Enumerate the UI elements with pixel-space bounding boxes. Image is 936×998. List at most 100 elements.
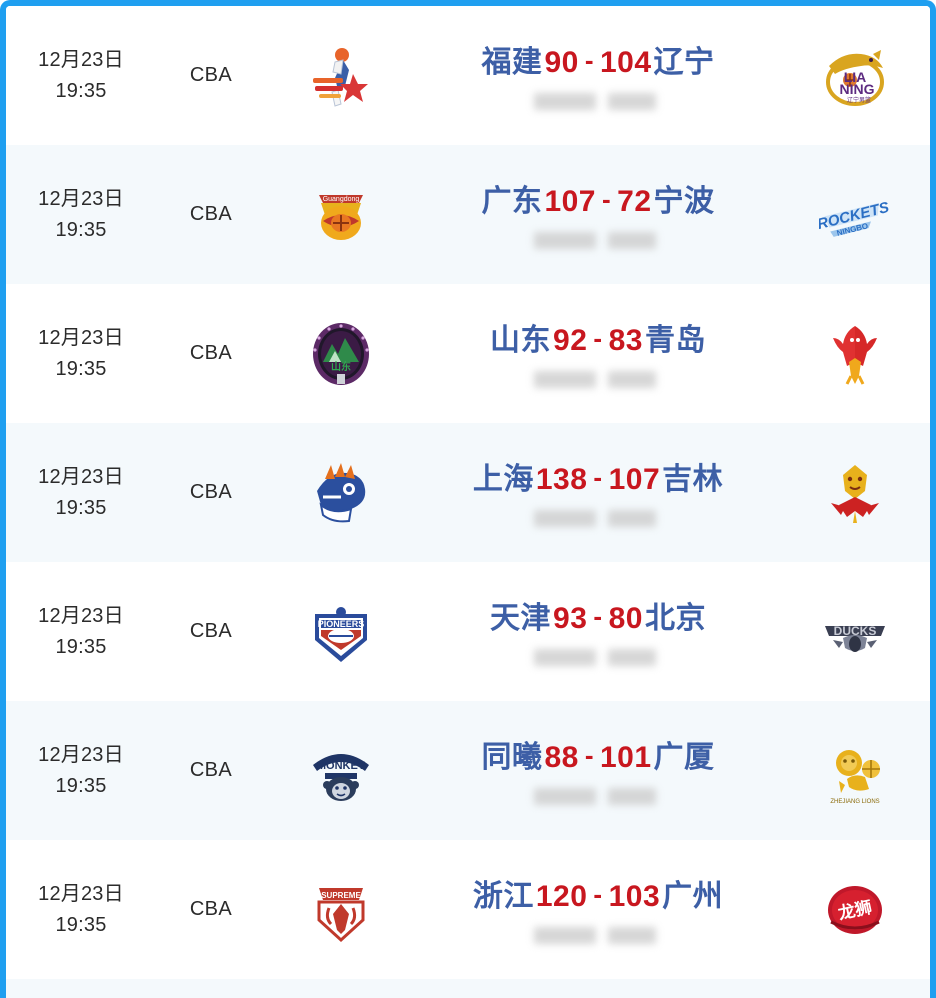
home-team-score: 88 <box>544 740 579 774</box>
away-team-logo-cell[interactable] <box>780 874 930 946</box>
score-line: 上海138-107吉林 <box>473 454 723 498</box>
home-team-logo-cell[interactable] <box>266 735 416 807</box>
score-separator: - <box>593 322 603 353</box>
away-team-score: 83 <box>608 323 643 357</box>
home-team-score: 90 <box>544 45 579 79</box>
league-label: CBA <box>189 342 233 364</box>
away-team-logo-cell[interactable] <box>780 735 930 807</box>
league-label: CBA <box>189 64 233 86</box>
match-date: 12月23日 <box>38 882 124 905</box>
zhejiang-golden-bulls-logo <box>305 874 377 946</box>
away-team-logo-cell[interactable] <box>780 596 930 668</box>
match-score-cell[interactable]: 福建90-104辽宁 <box>416 37 780 115</box>
match-score-cell[interactable]: 广东107-72宁波 <box>416 176 780 254</box>
tianjin-pioneers-logo <box>305 596 377 668</box>
home-team-logo-cell[interactable] <box>266 179 416 251</box>
redacted-subtext <box>532 787 664 810</box>
match-score-cell[interactable]: 同曦88-101广厦 <box>416 732 780 810</box>
table-row[interactable]: 12月23日 19:35 CBA 上海138-107吉林 <box>6 423 930 562</box>
score-line: 福建90-104辽宁 <box>481 37 714 81</box>
away-team-logo-cell[interactable] <box>780 457 930 529</box>
away-team-logo-cell[interactable] <box>780 40 930 112</box>
score-separator: - <box>593 878 603 909</box>
match-score-cell[interactable]: 上海138-107吉林 <box>416 454 780 532</box>
score-line: 同曦88-101广厦 <box>481 732 714 776</box>
score-line: 浙江120-103广州 <box>473 871 723 915</box>
match-datetime: 12月23日 19:35 <box>6 740 156 802</box>
zhejiang-lions-logo <box>819 735 891 807</box>
table-row[interactable]: 12月23日 19:35 CBA 广东107-72宁波 <box>6 145 930 284</box>
beijing-ducks-logo <box>819 596 891 668</box>
match-score-cell[interactable]: 天津93-80北京 <box>416 593 780 671</box>
away-team-name: 北京 <box>644 601 706 635</box>
home-team-name: 广东 <box>481 184 543 218</box>
match-datetime: 12月23日 19:35 <box>6 601 156 663</box>
home-team-logo-cell[interactable] <box>266 596 416 668</box>
score-separator: - <box>602 183 612 214</box>
match-date: 12月23日 <box>38 465 124 488</box>
score-line: 天津93-80北京 <box>490 593 706 637</box>
league-label: CBA <box>189 203 233 225</box>
away-team-logo-cell[interactable] <box>780 179 930 251</box>
away-team-name: 广州 <box>662 879 724 913</box>
away-team-name: 青岛 <box>644 323 706 357</box>
match-datetime: 12月23日 19:35 <box>6 184 156 246</box>
redacted-subtext <box>532 509 664 532</box>
score-separator: - <box>584 44 594 75</box>
table-row[interactable]: 12月23日 19:35 CBA 天津93-80北京 <box>6 562 930 701</box>
table-row[interactable]: 12月23日 19:35 CBA 山东92-83青岛 <box>6 284 930 423</box>
match-time: 19:35 <box>55 218 107 241</box>
match-date: 12月23日 <box>38 187 124 210</box>
match-time: 19:35 <box>55 774 107 797</box>
match-datetime: 12月23日 19:35 <box>6 45 156 107</box>
away-team-score: 104 <box>599 45 652 79</box>
away-team-name: 广厦 <box>653 740 715 774</box>
table-row[interactable]: 12月23日 19:35 CBA 同曦88-101广厦 <box>6 701 930 840</box>
home-team-name: 山东 <box>490 323 552 357</box>
away-team-name: 辽宁 <box>653 45 715 79</box>
home-team-logo-cell[interactable] <box>266 40 416 112</box>
home-team-logo-cell[interactable] <box>266 318 416 390</box>
table-row[interactable]: 12月23日 19:35 CBA 浙江120-103广州 <box>6 840 930 979</box>
home-team-score: 107 <box>544 184 596 218</box>
match-score-cell[interactable]: 山东92-83青岛 <box>416 315 780 393</box>
away-team-name: 吉林 <box>662 462 724 496</box>
match-score-cell[interactable]: 浙江120-103广州 <box>416 871 780 949</box>
home-team-score: 93 <box>553 601 588 635</box>
match-datetime: 12月23日 19:35 <box>6 462 156 524</box>
guangzhou-loong-lions-logo <box>819 874 891 946</box>
match-time: 19:35 <box>55 79 107 102</box>
qingdao-eagles-logo <box>819 318 891 390</box>
shandong-heroes-logo <box>305 318 377 390</box>
score-line: 山东92-83青岛 <box>490 315 706 359</box>
match-time: 19:35 <box>55 913 107 936</box>
score-separator: - <box>584 739 594 770</box>
away-team-score: 107 <box>608 462 661 496</box>
away-team-logo-cell[interactable] <box>780 318 930 390</box>
league-label: CBA <box>189 759 233 781</box>
table-row[interactable]: 12月23日 19:35 CBA 福建90-104辽宁 <box>6 6 930 145</box>
match-list: 12月23日 19:35 CBA 福建90-104辽宁 12月23日 19:35 CBA 广东… <box>6 6 930 998</box>
redacted-subtext <box>532 926 664 949</box>
redacted-subtext <box>532 231 664 254</box>
home-team-logo-cell[interactable] <box>266 874 416 946</box>
league-label: CBA <box>189 481 233 503</box>
away-team-name: 宁波 <box>653 184 715 218</box>
match-date: 12月23日 <box>38 326 124 349</box>
ningbo-rockets-logo <box>819 179 891 251</box>
away-team-score: 80 <box>608 601 643 635</box>
fujian-sturgeons-logo <box>305 40 377 112</box>
table-row-partial[interactable] <box>6 979 930 998</box>
redacted-subtext <box>532 648 664 671</box>
home-team-logo-cell[interactable] <box>266 457 416 529</box>
home-team-name: 福建 <box>481 45 543 79</box>
match-datetime: 12月23日 19:35 <box>6 879 156 941</box>
home-team-score: 138 <box>535 462 588 496</box>
guangdong-southern-tigers-logo <box>305 179 377 251</box>
away-team-score: 101 <box>599 740 652 774</box>
score-line: 广东107-72宁波 <box>481 176 714 220</box>
nanjing-monkey-kings-logo <box>305 735 377 807</box>
match-time: 19:35 <box>55 496 107 519</box>
home-team-score: 92 <box>553 323 588 357</box>
